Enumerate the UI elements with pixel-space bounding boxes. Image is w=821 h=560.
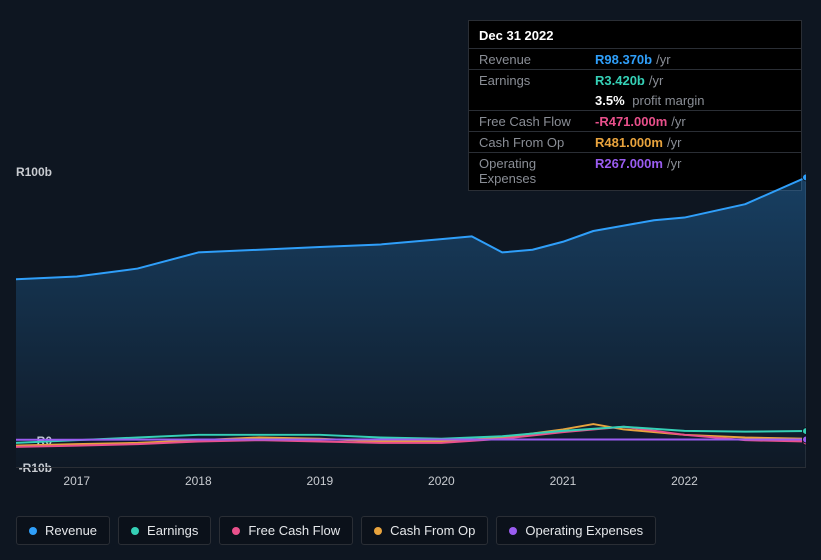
tooltip-row-unit: /yr <box>667 135 681 150</box>
x-axis-labels: 2017 2018 2019 2020 2021 2022 <box>16 474 806 494</box>
x-axis-label: 2018 <box>185 474 212 488</box>
legend-dot-icon <box>29 527 37 535</box>
legend-dot-icon <box>374 527 382 535</box>
x-axis-label: 2021 <box>550 474 577 488</box>
legend-label: Free Cash Flow <box>248 523 340 538</box>
tooltip-profit-margin: 3.5% profit margin <box>469 90 801 110</box>
x-axis-label: 2017 <box>63 474 90 488</box>
legend-label: Cash From Op <box>390 523 475 538</box>
tooltip-row-value: -R471.000m <box>595 114 667 129</box>
legend-dot-icon <box>232 527 240 535</box>
tooltip-row-label: Cash From Op <box>479 135 595 150</box>
legend-dot-icon <box>509 527 517 535</box>
tooltip-row-label: Free Cash Flow <box>479 114 595 129</box>
tooltip-row-value: R481.000m <box>595 135 663 150</box>
chart-plot <box>16 172 806 468</box>
tooltip-row: Free Cash Flow-R471.000m/yr <box>469 110 801 131</box>
legend-label: Earnings <box>147 523 198 538</box>
tooltip-row-unit: /yr <box>656 52 670 67</box>
x-axis-label: 2020 <box>428 474 455 488</box>
chart-container: R100bR0-R10b 201720182019202020212022 <box>16 160 806 480</box>
series-end-marker <box>803 428 807 435</box>
x-axis-label: 2019 <box>306 474 333 488</box>
tooltip-row-unit: /yr <box>649 73 663 88</box>
legend-item[interactable]: Revenue <box>16 516 110 545</box>
legend-item[interactable]: Operating Expenses <box>496 516 656 545</box>
tooltip-row: Cash From OpR481.000m/yr <box>469 131 801 152</box>
series-end-marker <box>803 174 807 181</box>
tooltip-row: EarningsR3.420b/yr <box>469 69 801 90</box>
legend-item[interactable]: Earnings <box>118 516 211 545</box>
tooltip-row: RevenueR98.370b/yr <box>469 48 801 69</box>
legend: Revenue Earnings Free Cash Flow Cash From O… <box>16 516 656 545</box>
legend-label: Revenue <box>45 523 97 538</box>
tooltip-row-label: Revenue <box>479 52 595 67</box>
legend-label: Operating Expenses <box>525 523 643 538</box>
x-axis-label: 2022 <box>671 474 698 488</box>
series-end-marker <box>803 436 807 443</box>
legend-item[interactable]: Cash From Op <box>361 516 488 545</box>
tooltip-row-unit: /yr <box>671 114 685 129</box>
tooltip-row-label: Earnings <box>479 73 595 88</box>
tooltip-row-value: R3.420b <box>595 73 645 88</box>
legend-item[interactable]: Free Cash Flow <box>219 516 353 545</box>
tooltip-date: Dec 31 2022 <box>469 23 801 48</box>
tooltip-row-value: R98.370b <box>595 52 652 67</box>
series-revenue-area <box>16 177 806 467</box>
legend-dot-icon <box>131 527 139 535</box>
